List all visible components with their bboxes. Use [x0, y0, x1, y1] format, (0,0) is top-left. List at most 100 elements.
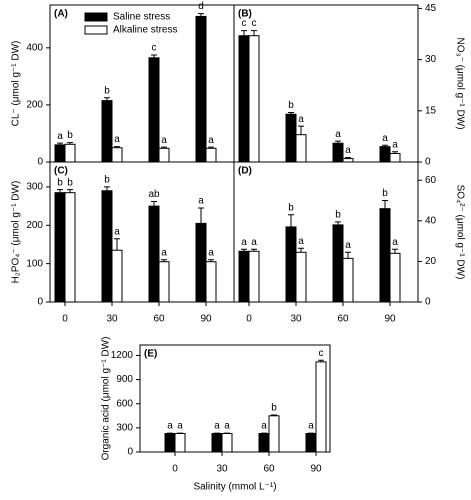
bar: [285, 113, 297, 163]
significance-letter: b: [104, 85, 110, 96]
significance-letter: a: [298, 236, 304, 247]
error-bar: [161, 146, 167, 149]
bar: [205, 261, 217, 303]
error-bar: [241, 248, 247, 252]
error-bar: [335, 221, 341, 225]
x-tick-label: 90: [310, 464, 322, 475]
bar: [305, 432, 317, 453]
bar: [148, 205, 160, 303]
significance-letter: a: [161, 247, 167, 258]
significance-letter: b: [382, 188, 388, 199]
panel-title: (D): [238, 166, 252, 177]
bar: [268, 415, 280, 453]
y-tick-label: 60: [425, 175, 437, 186]
significance-letter: a: [308, 421, 314, 432]
bar: [64, 143, 76, 163]
y-tick-label: 200: [26, 100, 43, 111]
error-bar: [335, 140, 341, 144]
significance-letter: a: [251, 237, 257, 248]
bar: [332, 224, 344, 303]
bar: [238, 35, 250, 163]
error-bar: [382, 144, 388, 147]
bar: [195, 222, 207, 303]
bar: [101, 190, 113, 303]
x-tick-label: 60: [153, 314, 165, 325]
y-tick-label: 900: [116, 374, 133, 385]
error-bar: [382, 200, 388, 209]
bar: [205, 147, 217, 163]
error-bar: [241, 30, 247, 36]
x-tick-label: 60: [263, 464, 275, 475]
bar: [248, 250, 260, 303]
panel-title: (C): [54, 166, 68, 177]
bar: [389, 252, 401, 303]
bar: [54, 144, 66, 163]
bar: [295, 134, 307, 163]
significance-letter: b: [67, 177, 73, 188]
bar: [54, 192, 66, 303]
significance-letter: a: [224, 421, 230, 432]
significance-letter: a: [177, 421, 183, 432]
bar: [111, 249, 123, 303]
legend-swatch: [84, 12, 108, 22]
significance-letter: a: [208, 135, 214, 146]
y-tick-label: 0: [425, 157, 431, 168]
error-bar: [208, 146, 214, 149]
legend-swatch: [84, 25, 108, 35]
y-axis-label: SO₄²⁻ (μmol g⁻¹ DW): [454, 185, 465, 280]
y-axis-label: NO₃⁻ (μmol g⁻¹ DW): [454, 37, 465, 129]
significance-letter: a: [161, 135, 167, 146]
significance-letter: a: [57, 131, 63, 142]
significance-letter: b: [104, 175, 110, 186]
bar: [285, 226, 297, 303]
y-axis-label: H₂PO₄⁻ (μmol g⁻¹ DW): [11, 181, 22, 284]
x-tick-label: 0: [172, 464, 178, 475]
error-bar: [67, 189, 73, 193]
bar: [248, 35, 260, 163]
y-tick-label: 100: [26, 258, 43, 269]
error-bar: [318, 359, 324, 362]
bar: [211, 432, 223, 453]
bar: [64, 192, 76, 303]
error-bar: [392, 248, 398, 254]
significance-letter: c: [242, 18, 247, 29]
error-bar: [208, 259, 214, 262]
significance-letter: b: [271, 403, 277, 414]
bar: [111, 147, 123, 163]
error-bar: [288, 112, 294, 115]
error-bar: [114, 238, 120, 251]
panel-frame: [139, 344, 331, 453]
bar: [295, 251, 307, 303]
legend-label: Alkaline stress: [113, 25, 177, 36]
panel-title: (E): [144, 349, 157, 360]
error-bar: [288, 214, 294, 227]
bar: [148, 57, 160, 163]
significance-letter: a: [241, 237, 247, 248]
bar: [342, 257, 354, 303]
significance-letter: b: [67, 130, 73, 141]
y-tick-label: 200: [26, 220, 43, 231]
bar: [221, 432, 233, 453]
bar: [195, 15, 207, 163]
y-tick-label: 600: [116, 398, 133, 409]
significance-letter: a: [345, 240, 351, 251]
y-tick-label: 45: [425, 3, 437, 14]
error-bar: [104, 97, 110, 101]
significance-letter: a: [345, 145, 351, 156]
significance-letter: a: [214, 421, 220, 432]
panel-title: (B): [238, 9, 252, 20]
bar: [332, 142, 344, 163]
error-bar: [114, 146, 120, 148]
error-bar: [57, 142, 63, 145]
legend-label: Saline stress: [113, 12, 170, 23]
significance-letter: d: [198, 1, 204, 12]
y-tick-label: 40: [425, 215, 437, 226]
bar: [258, 432, 270, 453]
bar: [238, 250, 250, 303]
significance-letter: a: [392, 237, 398, 248]
y-tick-label: 300: [116, 423, 133, 434]
y-tick-label: 0: [37, 297, 43, 308]
y-tick-label: 20: [425, 256, 437, 267]
y-tick-label: 15: [425, 105, 437, 116]
error-bar: [345, 157, 351, 159]
